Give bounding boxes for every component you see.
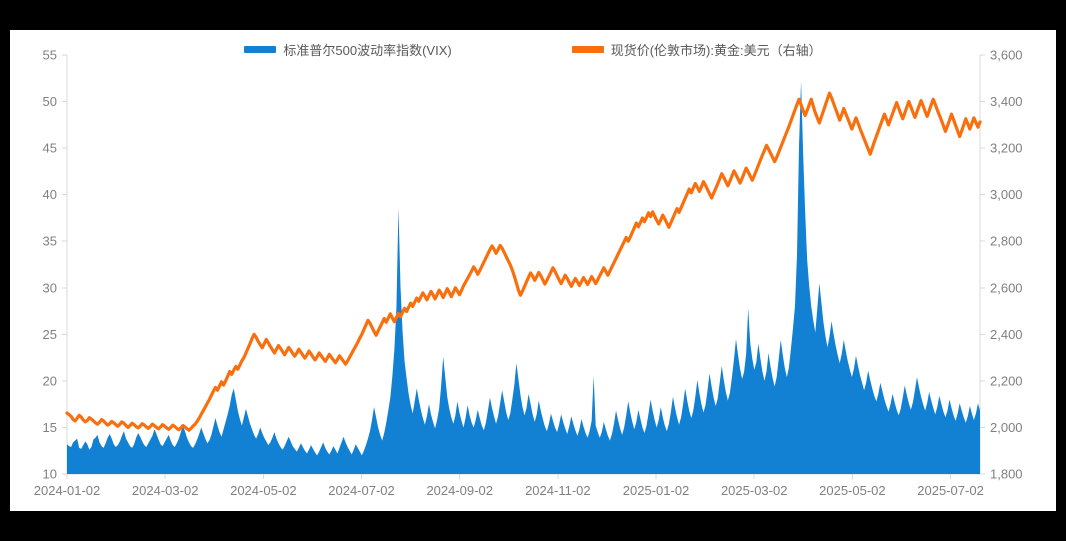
y-axis-left-tick-label: 20: [43, 373, 57, 388]
series-group: [65, 81, 982, 474]
legend-label-gold: 现货价(伦敦市场):黄金:美元（右轴）: [610, 42, 822, 58]
chart-svg: 10 15 20 25 30 35 40 45 50 55 1,800 2,000 2,200 2,400…: [34, 48, 1023, 499]
x-axis-tick-label: 2024-05-02: [230, 483, 297, 498]
y-axis-left-tick-label: 10: [43, 467, 57, 482]
y-axis-right-tick-label: 2,200: [990, 373, 1023, 388]
y-axis-left-tick-label: 15: [43, 420, 57, 435]
chart-legend: 标准普尔500波动率指数(VIX) 现货价(伦敦市场):黄金:美元（右轴）: [10, 38, 1056, 60]
y-axis-left-tick-label: 45: [43, 141, 57, 156]
y-axis-right-tick-label: 3,400: [990, 94, 1023, 109]
x-axis-tick-label: 2025-03-02: [721, 483, 788, 498]
y-axis-right-tick-label: 2,000: [990, 420, 1023, 435]
axis-labels-group: 10 15 20 25 30 35 40 45 50 55 1,800 2,000 2,200 2,400…: [34, 48, 1023, 499]
y-axis-right-tick-label: 2,600: [990, 280, 1023, 295]
legend-label-vix: 标准普尔500波动率指数(VIX): [283, 42, 452, 58]
x-axis-tick-label: 2025-01-02: [623, 483, 690, 498]
y-axis-left-tick-label: 30: [43, 280, 57, 295]
y-axis-left-tick-label: 40: [43, 187, 57, 202]
legend-entry-gold[interactable]: 现货价(伦敦市场):黄金:美元（右轴）: [571, 40, 822, 59]
y-axis-left-tick-label: 50: [43, 94, 57, 109]
x-axis-tick-label: 2024-07-02: [328, 483, 395, 498]
x-axis-tick-label: 2024-11-02: [525, 483, 591, 498]
line-swatch-icon-vix: [244, 45, 277, 53]
y-axis-left-tick-label: 55: [43, 48, 57, 63]
x-axis-tick-label: 2024-03-02: [132, 483, 199, 498]
x-axis-tick-label: 2025-05-02: [819, 483, 886, 498]
x-axis-tick-label: 2024-09-02: [426, 483, 493, 498]
plot-area: 10 15 20 25 30 35 40 45 50 55 1,800 2,000 2,200 2,400…: [10, 30, 1056, 511]
y-axis-right-tick-label: 3,200: [990, 141, 1023, 156]
y-axis-left-tick-label: 25: [43, 327, 57, 342]
y-axis-left-tick-label: 35: [43, 234, 57, 249]
chart-canvas: 标准普尔500波动率指数(VIX) 现货价(伦敦市场):黄金:美元（右轴） 10…: [10, 30, 1056, 511]
y-axis-right-tick-label: 3,000: [990, 187, 1023, 202]
gold-line-series: [65, 91, 982, 432]
vix-area-series: [67, 81, 980, 474]
x-axis-tick-label: 2025-07-02: [917, 483, 984, 498]
y-axis-right-tick-label: 3,600: [990, 48, 1023, 63]
legend-entry-vix[interactable]: 标准普尔500波动率指数(VIX): [244, 40, 452, 59]
x-axis-tick-label: 2024-01-02: [34, 483, 101, 498]
line-swatch-icon-gold: [571, 45, 604, 53]
y-axis-right-tick-label: 1,800: [990, 467, 1023, 482]
y-axis-right-tick-label: 2,400: [990, 327, 1023, 342]
y-axis-right-tick-label: 2,800: [990, 234, 1023, 249]
